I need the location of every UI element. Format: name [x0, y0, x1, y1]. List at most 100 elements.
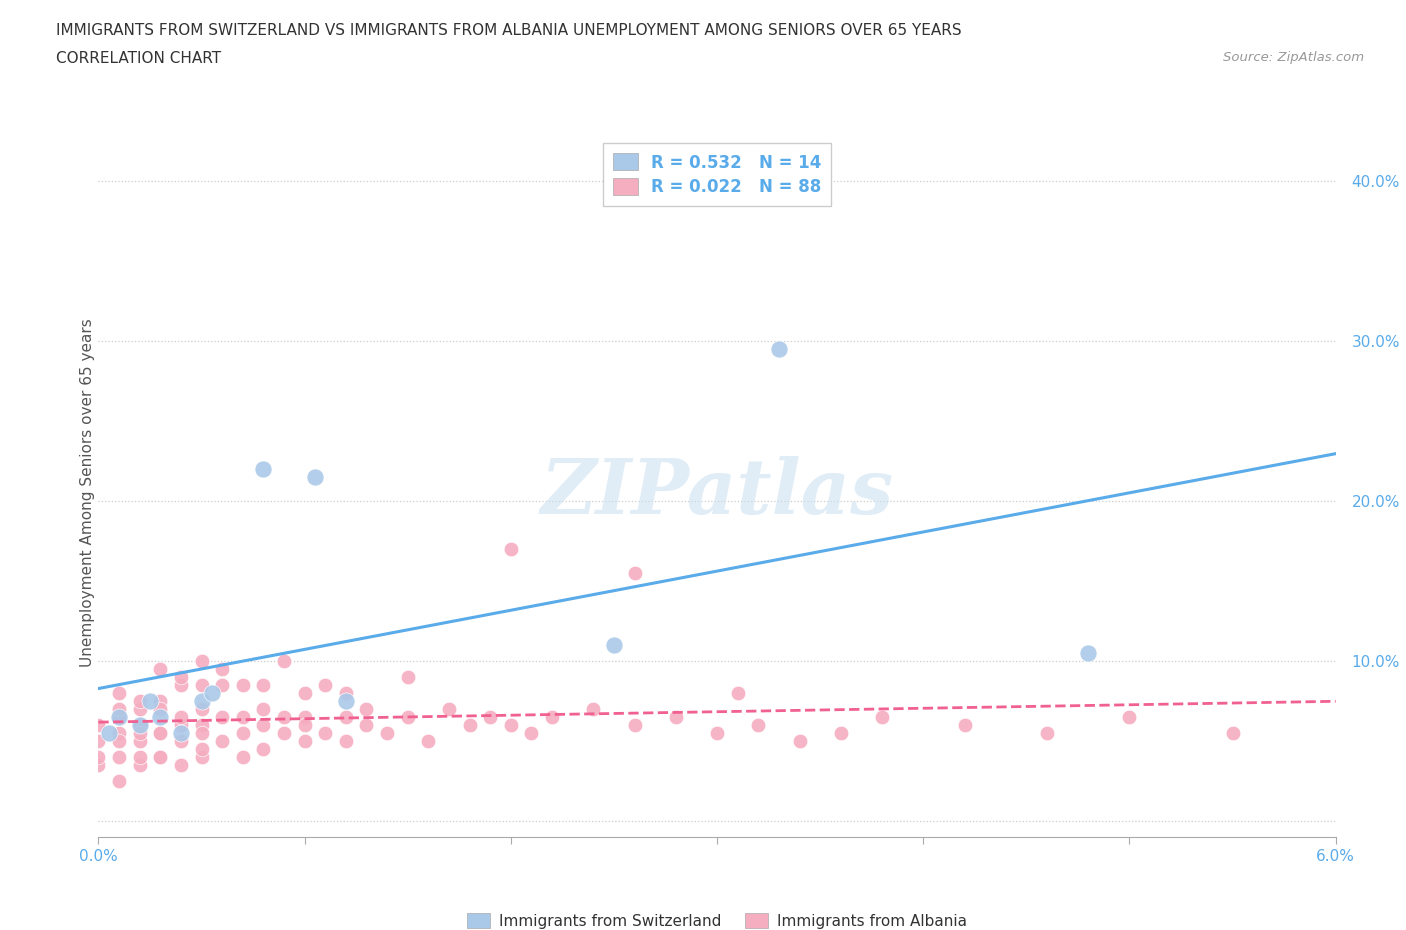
Point — [128, 734, 150, 749]
Point — [108, 710, 131, 724]
Text: CORRELATION CHART: CORRELATION CHART — [56, 51, 221, 66]
Point — [499, 718, 522, 733]
Point — [870, 710, 893, 724]
Point — [830, 725, 852, 740]
Point — [211, 678, 233, 693]
Point — [294, 710, 316, 724]
Point — [87, 750, 110, 764]
Point — [190, 678, 212, 693]
Point — [87, 718, 110, 733]
Point — [458, 718, 481, 733]
Point — [304, 470, 326, 485]
Point — [252, 701, 274, 716]
Point — [149, 725, 172, 740]
Point — [190, 741, 212, 756]
Point — [201, 685, 224, 700]
Point — [128, 694, 150, 709]
Point — [149, 661, 172, 676]
Point — [603, 637, 626, 652]
Point — [108, 685, 131, 700]
Point — [149, 710, 172, 724]
Point — [190, 701, 212, 716]
Point — [396, 670, 419, 684]
Point — [706, 725, 728, 740]
Point — [252, 461, 274, 476]
Point — [232, 750, 254, 764]
Point — [149, 725, 172, 740]
Point — [211, 661, 233, 676]
Point — [170, 734, 193, 749]
Point — [437, 701, 460, 716]
Point — [149, 750, 172, 764]
Point — [108, 725, 131, 740]
Point — [623, 565, 645, 580]
Point — [665, 710, 688, 724]
Point — [190, 725, 212, 740]
Y-axis label: Unemployment Among Seniors over 65 years: Unemployment Among Seniors over 65 years — [80, 319, 94, 668]
Point — [108, 774, 131, 789]
Point — [418, 734, 440, 749]
Point — [541, 710, 564, 724]
Text: IMMIGRANTS FROM SWITZERLAND VS IMMIGRANTS FROM ALBANIA UNEMPLOYMENT AMONG SENIOR: IMMIGRANTS FROM SWITZERLAND VS IMMIGRANT… — [56, 23, 962, 38]
Point — [128, 718, 150, 733]
Point — [170, 710, 193, 724]
Point — [335, 734, 357, 749]
Point — [768, 341, 790, 356]
Point — [294, 718, 316, 733]
Point — [190, 718, 212, 733]
Point — [170, 725, 193, 740]
Point — [1077, 645, 1099, 660]
Point — [747, 718, 769, 733]
Point — [520, 725, 543, 740]
Point — [232, 710, 254, 724]
Point — [335, 685, 357, 700]
Point — [314, 678, 336, 693]
Point — [97, 725, 120, 740]
Point — [356, 718, 378, 733]
Point — [108, 701, 131, 716]
Point — [108, 710, 131, 724]
Point — [211, 734, 233, 749]
Point — [149, 750, 172, 764]
Point — [273, 654, 295, 669]
Point — [232, 678, 254, 693]
Point — [396, 710, 419, 724]
Point — [128, 718, 150, 733]
Point — [232, 725, 254, 740]
Point — [273, 710, 295, 724]
Point — [252, 718, 274, 733]
Point — [128, 758, 150, 773]
Point — [170, 758, 193, 773]
Point — [335, 694, 357, 709]
Point — [789, 734, 811, 749]
Point — [190, 694, 212, 709]
Point — [953, 718, 976, 733]
Point — [190, 750, 212, 764]
Point — [170, 718, 193, 733]
Point — [335, 710, 357, 724]
Point — [108, 750, 131, 764]
Point — [294, 734, 316, 749]
Point — [1222, 725, 1244, 740]
Point — [108, 734, 131, 749]
Point — [190, 654, 212, 669]
Point — [273, 725, 295, 740]
Point — [87, 734, 110, 749]
Point — [479, 710, 502, 724]
Point — [1118, 710, 1140, 724]
Text: Source: ZipAtlas.com: Source: ZipAtlas.com — [1223, 51, 1364, 64]
Legend: Immigrants from Switzerland, Immigrants from Albania: Immigrants from Switzerland, Immigrants … — [461, 907, 973, 930]
Point — [170, 678, 193, 693]
Point — [128, 750, 150, 764]
Point — [211, 710, 233, 724]
Point — [149, 701, 172, 716]
Point — [375, 725, 398, 740]
Point — [1036, 725, 1059, 740]
Point — [87, 758, 110, 773]
Text: ZIPatlas: ZIPatlas — [540, 456, 894, 530]
Point — [170, 670, 193, 684]
Point — [294, 685, 316, 700]
Point — [149, 694, 172, 709]
Point — [314, 725, 336, 740]
Point — [128, 725, 150, 740]
